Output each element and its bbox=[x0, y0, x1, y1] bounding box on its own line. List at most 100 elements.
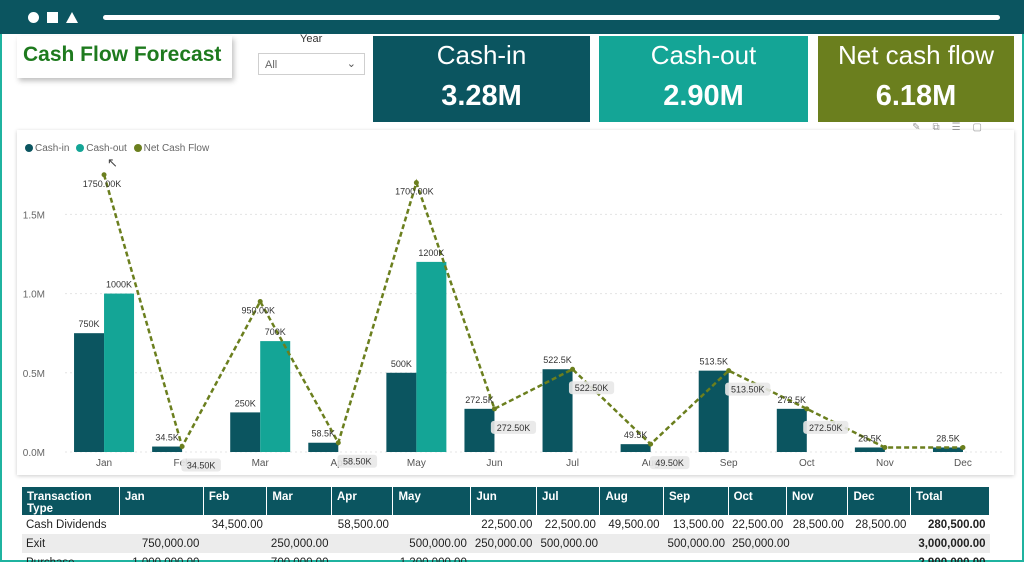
legend-item-cash-in[interactable]: Cash-in bbox=[25, 143, 69, 154]
table-cell: 250,000.00 bbox=[470, 534, 537, 553]
table-cell: 13,500.00 bbox=[672, 518, 725, 531]
x-tick-label: Jan bbox=[96, 458, 112, 469]
kpi-card-net-cash-flow[interactable]: Net cash flow 6.18M bbox=[818, 36, 1014, 122]
data-label-cash-in: 513.5K bbox=[699, 357, 728, 367]
visual-header-icons[interactable]: ✎⧉☰▢ bbox=[912, 122, 994, 133]
point-net-cash-flow bbox=[413, 180, 419, 186]
table-cell: 28,500.00 bbox=[855, 518, 907, 531]
point-net-cash-flow bbox=[179, 444, 185, 450]
data-label-box bbox=[649, 456, 690, 470]
data-label-cash-in: 58.5K bbox=[312, 429, 336, 439]
data-label-cash-in: 500K bbox=[391, 359, 412, 369]
column-header-total[interactable]: Total bbox=[910, 487, 990, 515]
table-row[interactable]: Cash Dividends 34,500.00 58,500.00 22,500.0… bbox=[22, 515, 990, 534]
data-label-cash-in: 522.5K bbox=[543, 355, 572, 365]
data-label-net-cash-flow: 272.50K bbox=[497, 423, 531, 433]
column-header-apr[interactable]: Apr bbox=[331, 487, 394, 515]
bar-cash-in bbox=[464, 408, 495, 452]
data-label-net-cash-flow: 49.50K bbox=[655, 458, 684, 468]
table-cell bbox=[599, 534, 664, 553]
data-label-net-cash-flow: 34.50K bbox=[187, 461, 216, 471]
x-tick-label: Dec bbox=[954, 458, 972, 469]
table-cell bbox=[203, 534, 267, 553]
table-row[interactable]: Exit 750,000.00 250,000.00 500,000.00 250,00… bbox=[22, 534, 990, 553]
legend-item-cash-out[interactable]: Cash-out bbox=[76, 143, 127, 154]
point-net-cash-flow bbox=[960, 444, 966, 450]
bar-cash-in bbox=[932, 447, 963, 452]
year-filter-label: Year bbox=[300, 33, 323, 45]
data-label-net-cash-flow: 513.50K bbox=[731, 385, 765, 395]
bar-cash-in bbox=[854, 447, 885, 452]
circle-icon[interactable] bbox=[28, 12, 39, 23]
table-cell: 250,000.00 bbox=[728, 534, 790, 553]
kpi-value: 3.28M bbox=[441, 80, 522, 112]
table-cell: 58,500.00 bbox=[337, 518, 389, 531]
data-label-net-cash-flow: 58.50K bbox=[343, 457, 372, 467]
table-cell: 34,500.00 bbox=[211, 518, 263, 531]
data-label-box bbox=[803, 420, 849, 434]
table-row[interactable]: Purchase1,000,000.00 700,000.00 1,200,000.… bbox=[22, 553, 990, 562]
year-filter-dropdown[interactable]: All ⌄ bbox=[258, 53, 365, 75]
table-cell: 750,000.00 bbox=[119, 534, 204, 553]
bar-cash-in bbox=[386, 372, 417, 452]
y-tick-label: 0.5M bbox=[23, 369, 45, 380]
chart-legend: Cash-in Cash-out Net Cash Flow bbox=[25, 143, 213, 154]
cash-flow-chart[interactable]: ✎⧉☰▢ Cash-in Cash-out Net Cash Flow ↖ 0.… bbox=[17, 122, 1014, 475]
kpi-card-cash-out[interactable]: Cash-out 2.90M bbox=[599, 36, 808, 122]
point-net-cash-flow bbox=[257, 298, 263, 304]
triangle-icon[interactable] bbox=[66, 12, 78, 23]
column-header-oct[interactable]: Oct bbox=[728, 487, 787, 515]
chevron-down-icon: ⌄ bbox=[346, 58, 356, 70]
legend-item-net-cash-flow[interactable]: Net Cash Flow bbox=[133, 143, 209, 154]
column-header-jul[interactable]: Jul bbox=[536, 487, 601, 515]
table-cell: 22,500.00 bbox=[481, 518, 533, 531]
data-label-cash-in: 49.5K bbox=[624, 430, 648, 440]
data-label-cash-out: 1200K bbox=[418, 248, 444, 258]
column-header-sep[interactable]: Sep bbox=[663, 487, 729, 515]
column-header-nov[interactable]: Nov bbox=[786, 487, 849, 515]
table-cell bbox=[393, 515, 471, 534]
table-cell: 1,000,000.00 bbox=[119, 553, 203, 562]
point-net-cash-flow bbox=[882, 444, 888, 450]
bar-cash-in bbox=[74, 333, 105, 452]
data-label-cash-in: 28.5K bbox=[936, 433, 960, 443]
x-tick-label: Jul bbox=[566, 458, 579, 469]
bar-cash-out bbox=[260, 341, 291, 452]
data-label-net-cash-flow: 1700.00K bbox=[395, 187, 434, 197]
column-header-aug[interactable]: Aug bbox=[599, 487, 664, 515]
bar-cash-in bbox=[776, 408, 807, 452]
data-label-cash-out: 1000K bbox=[106, 280, 132, 290]
row-type-cell: Cash Dividends bbox=[26, 518, 107, 531]
column-header-jun[interactable]: Jun bbox=[470, 487, 537, 515]
legend-label: Cash-out bbox=[86, 143, 127, 154]
data-label-cash-in: 250K bbox=[235, 398, 256, 408]
bar-cash-out bbox=[104, 293, 135, 452]
table-cell bbox=[664, 553, 729, 562]
bar-cash-in bbox=[308, 442, 339, 452]
point-net-cash-flow bbox=[335, 440, 341, 446]
data-label-cash-in: 272.5K bbox=[465, 395, 494, 405]
y-tick-label: 1.0M bbox=[23, 290, 45, 301]
data-label-cash-in: 272.5K bbox=[778, 395, 807, 405]
x-tick-label: Sep bbox=[720, 458, 738, 469]
kpi-card-cash-in[interactable]: Cash-in 3.28M bbox=[373, 36, 590, 122]
column-header-may[interactable]: May bbox=[392, 487, 472, 515]
kpi-label: Cash-out bbox=[650, 40, 757, 70]
column-header-dec[interactable]: Dec bbox=[847, 487, 911, 515]
data-label-box bbox=[568, 381, 615, 395]
row-total-cell: 280,500.00 bbox=[927, 518, 986, 531]
table-cell bbox=[471, 553, 537, 562]
square-icon[interactable] bbox=[47, 12, 58, 23]
transactions-table[interactable]: Transaction Type Jan Feb Mar Apr May Jun Jul Aug… bbox=[22, 487, 990, 562]
column-header-jan[interactable]: Jan bbox=[119, 487, 204, 515]
data-label-cash-in: 750K bbox=[79, 319, 100, 329]
data-label-box bbox=[725, 382, 771, 396]
data-label-net-cash-flow: 522.50K bbox=[575, 383, 609, 393]
table-cell: 1,200,000.00 bbox=[393, 553, 471, 562]
column-header-feb[interactable]: Feb bbox=[203, 487, 268, 515]
column-header-transaction-type[interactable]: Transaction Type bbox=[22, 487, 120, 515]
address-bar[interactable] bbox=[103, 15, 1000, 20]
x-tick-label: Oct bbox=[799, 458, 815, 469]
column-header-mar[interactable]: Mar bbox=[266, 487, 332, 515]
table-cell: 22,500.00 bbox=[732, 518, 784, 531]
